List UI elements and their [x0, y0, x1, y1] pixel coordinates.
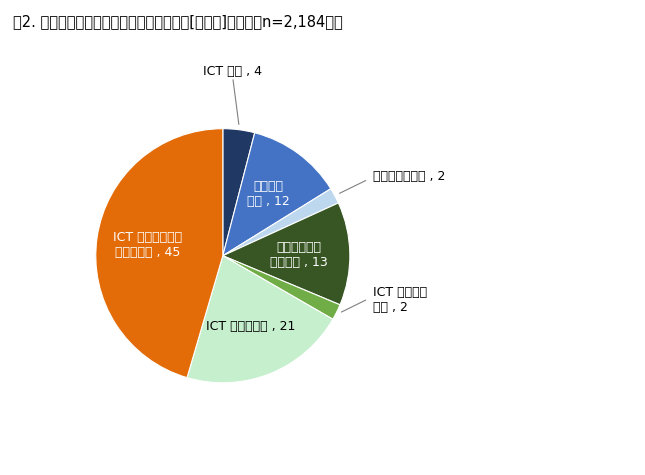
- Text: ICT とメディア , 21: ICT とメディア , 21: [206, 320, 296, 333]
- Wedge shape: [223, 129, 255, 256]
- Text: ICT のみ , 4: ICT のみ , 4: [203, 65, 263, 78]
- Text: ICT とメディアと
公的・人伝 , 45: ICT とメディアと 公的・人伝 , 45: [113, 231, 182, 259]
- Wedge shape: [95, 129, 223, 378]
- Text: 公的・人伝のみ , 2: 公的・人伝のみ , 2: [373, 171, 445, 183]
- Wedge shape: [187, 256, 333, 383]
- Wedge shape: [223, 256, 340, 319]
- Text: 図2. 大雨や台風などの災害情報の入手手段[分野別]（高齢者n=2,184）％: 図2. 大雨や台風などの災害情報の入手手段[分野別]（高齢者n=2,184）％: [13, 14, 342, 29]
- Wedge shape: [223, 203, 350, 305]
- Wedge shape: [223, 133, 331, 256]
- Text: メディアと公
的・人伝 , 13: メディアと公 的・人伝 , 13: [270, 240, 328, 268]
- Wedge shape: [223, 189, 339, 256]
- Text: メディア
のみ , 12: メディア のみ , 12: [246, 180, 290, 209]
- Text: ICT と公的・
人伝 , 2: ICT と公的・ 人伝 , 2: [373, 286, 427, 314]
